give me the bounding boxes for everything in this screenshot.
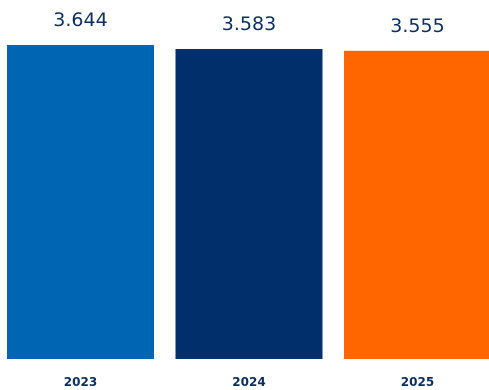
value-label-2025: 3.555 (390, 15, 444, 37)
value-label-2023: 3.644 (53, 9, 107, 31)
bar-2024 (175, 49, 323, 359)
category-label-2025: 2025 (401, 375, 434, 389)
bar-2023 (7, 45, 154, 359)
value-label-2024: 3.583 (222, 13, 276, 35)
value-labels-group: 3.644 3.583 3.555 (53, 9, 444, 37)
bar-2025 (344, 50, 489, 360)
category-label-2023: 2023 (64, 375, 97, 389)
category-labels-group: 2023 2024 2025 (64, 375, 434, 389)
bars-group (7, 45, 489, 360)
category-label-2024: 2024 (232, 375, 265, 389)
